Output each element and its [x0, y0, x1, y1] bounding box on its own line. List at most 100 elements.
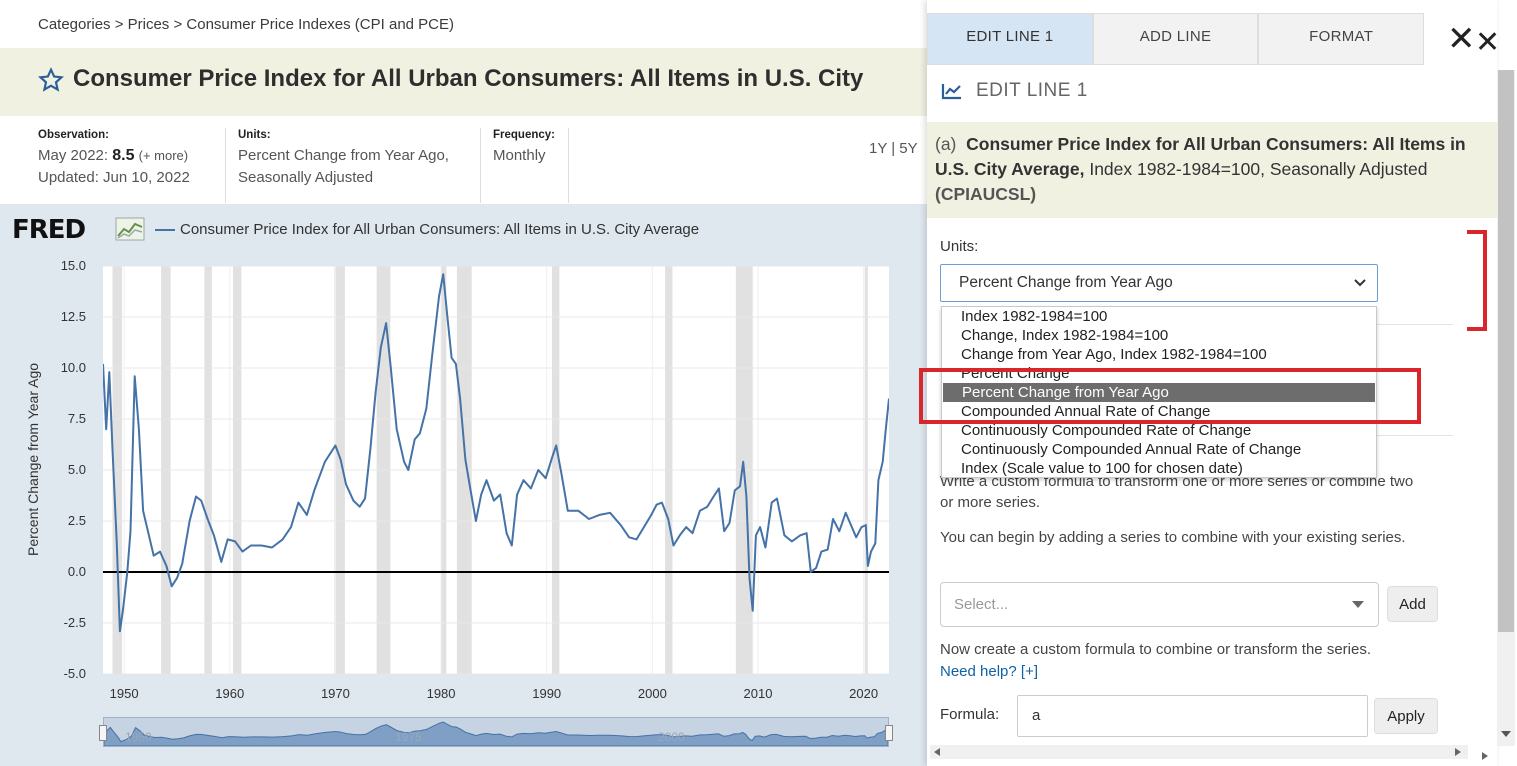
observation-block: Observation: May 2022: 8.5 (+ more) Upda… — [38, 128, 190, 189]
plot-area[interactable] — [103, 266, 889, 674]
legend-swatch — [155, 229, 175, 231]
x-tick-label: 2010 — [743, 686, 773, 701]
units-line-1: Percent Change from Year Ago, — [238, 147, 449, 164]
close-icon[interactable]: ✕ — [1475, 26, 1501, 59]
highlight-annotation — [919, 368, 1421, 424]
divider — [1377, 324, 1453, 325]
section-title: EDIT LINE 1 — [976, 80, 1088, 101]
units-option[interactable]: Change from Year Ago, Index 1982-1984=10… — [961, 346, 1267, 363]
units-option[interactable]: Continuously Compounded Annual Rate of C… — [961, 441, 1302, 458]
units-select[interactable]: Percent Change from Year Ago — [940, 264, 1378, 302]
navigator-label: 2000 — [658, 730, 685, 744]
apply-button[interactable]: Apply — [1374, 698, 1438, 734]
navigator-label: 1950 — [125, 730, 152, 744]
fred-graph-icon — [115, 217, 145, 241]
units-option[interactable]: Compounded Annual Rate of Change — [961, 403, 1211, 420]
x-tick-label: 2000 — [637, 686, 667, 701]
divider — [225, 128, 226, 203]
tab-format[interactable]: FORMAT — [1258, 13, 1425, 65]
add-series-hint: You can begin by adding a series to comb… — [940, 529, 1406, 546]
observation-value: 8.5 — [112, 147, 135, 164]
observation-period: May 2022: — [38, 147, 109, 164]
series-name: Consumer Price Index for All Urban Consu… — [935, 134, 1466, 179]
x-tick-label: 1950 — [109, 686, 139, 701]
x-tick-label: 2020 — [849, 686, 879, 701]
frequency-label: Frequency: — [493, 129, 555, 141]
units-option-selected[interactable]: Percent Change from Year Ago — [943, 383, 1375, 402]
highlight-annotation — [1467, 230, 1487, 331]
close-icon[interactable]: ✕ — [1447, 20, 1476, 58]
frequency-block: Frequency: Monthly — [493, 128, 555, 167]
panel-scrollbar-thumb[interactable] — [1498, 70, 1514, 632]
y-tick-label: 2.5 — [67, 513, 86, 528]
navigator-label: 1975 — [395, 730, 422, 744]
divider — [1377, 435, 1453, 436]
scroll-down-arrow-icon[interactable] — [1500, 729, 1512, 739]
y-tick-label: 15.0 — [60, 258, 86, 273]
y-tick-label: 5.0 — [67, 462, 86, 477]
breadcrumb[interactable]: Categories > Prices > Consumer Price Ind… — [38, 16, 455, 33]
chart-legend: Consumer Price Index for All Urban Consu… — [180, 221, 700, 238]
series-info: (a) Consumer Price Index for All Urban C… — [927, 122, 1497, 218]
series-letter: (a) — [935, 134, 957, 154]
divider — [568, 128, 569, 203]
units-field-label: Units: — [940, 238, 979, 255]
updated-date: Updated: Jun 10, 2022 — [38, 169, 190, 186]
observation-label: Observation: — [38, 129, 109, 141]
caret-down-icon — [1352, 601, 1364, 608]
tab-add-line[interactable]: ADD LINE — [1092, 13, 1259, 65]
scroll-right-arrow-icon[interactable] — [1453, 747, 1463, 757]
need-help-link[interactable]: Need help? [+] — [940, 663, 1038, 680]
divider — [480, 128, 481, 203]
panel-tabs: EDIT LINE 1 ADD LINE FORMAT — [927, 13, 1425, 65]
units-option[interactable]: Change, Index 1982-1984=100 — [961, 327, 1169, 344]
scroll-left-arrow-icon[interactable] — [932, 747, 942, 757]
y-tick-label: 10.0 — [60, 360, 86, 375]
line-chart-icon — [941, 84, 961, 100]
page-title: Consumer Price Index for All Urban Consu… — [73, 65, 864, 92]
combine-hint: Now create a custom formula to combine o… — [940, 641, 1372, 658]
units-block: Units: Percent Change from Year Ago, Sea… — [238, 128, 449, 189]
y-tick-label: -2.5 — [63, 615, 86, 630]
panel-horizontal-scrollbar[interactable] — [930, 745, 1468, 759]
tab-edit-line-1[interactable]: EDIT LINE 1 — [927, 13, 1093, 65]
series-select-placeholder: Select... — [954, 596, 1009, 613]
navigator-series — [103, 721, 889, 747]
units-selected-value: Percent Change from Year Ago — [959, 274, 1173, 291]
line-chart — [103, 266, 889, 674]
y-tick-label: 7.5 — [67, 411, 86, 426]
frequency-value: Monthly — [493, 147, 546, 164]
x-tick-label: 1980 — [426, 686, 456, 701]
y-tick-label: 12.5 — [60, 309, 86, 324]
units-line-2: Seasonally Adjusted — [238, 169, 374, 186]
series-select[interactable]: Select... — [940, 582, 1379, 627]
formula-label: Formula: — [940, 706, 1000, 723]
range-links[interactable]: 1Y | 5Y — [869, 140, 918, 157]
observation-more-link[interactable]: (+ more) — [138, 148, 189, 163]
range-navigator[interactable] — [103, 717, 889, 747]
fred-logo[interactable]: FRED — [12, 215, 86, 245]
series-line — [103, 273, 889, 633]
units-option[interactable]: Index (Scale value to 100 for chosen dat… — [961, 460, 1243, 477]
y-tick-label: -5.0 — [63, 666, 86, 681]
y-tick-label: 0.0 — [67, 564, 86, 579]
formula-input[interactable]: a — [1017, 695, 1368, 737]
add-button[interactable]: Add — [1387, 586, 1438, 622]
units-dropdown-list[interactable]: Index 1982-1984=100 Change, Index 1982-1… — [941, 306, 1377, 478]
title-band — [0, 48, 930, 116]
scroll-right-arrow-icon[interactable] — [1480, 751, 1490, 761]
x-tick-label: 1990 — [532, 686, 562, 701]
units-label: Units: — [238, 129, 271, 141]
navigator-area — [103, 721, 889, 747]
chevron-down-icon — [1354, 279, 1366, 287]
star-icon[interactable] — [38, 67, 64, 93]
units-option[interactable]: Continuously Compounded Rate of Change — [961, 422, 1252, 439]
x-tick-label: 1960 — [215, 686, 245, 701]
units-option[interactable]: Index 1982-1984=100 — [961, 308, 1108, 325]
navigator-left-handle[interactable] — [99, 725, 107, 741]
series-units: Index 1982-1984=100, Seasonally Adjusted — [1089, 159, 1428, 179]
navigator-right-handle[interactable] — [885, 725, 893, 741]
series-id: (CPIAUCSL) — [935, 184, 1037, 204]
y-axis-title: Percent Change from Year Ago — [25, 362, 41, 556]
